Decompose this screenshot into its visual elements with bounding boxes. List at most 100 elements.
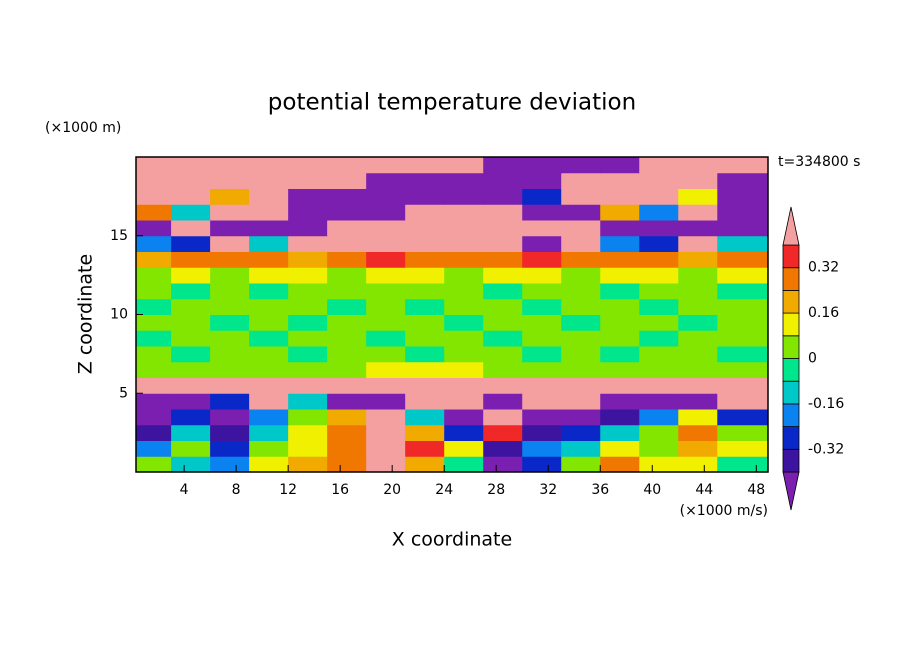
contour-cell [366, 330, 406, 347]
contour-cell [366, 346, 406, 363]
contour-cell [444, 440, 484, 457]
contour-cell [717, 393, 768, 410]
contour-cell [366, 456, 406, 472]
contour-cell [405, 267, 445, 284]
contour-cell [444, 204, 484, 221]
contour-cell [249, 283, 289, 300]
colorbar-segment [782, 312, 800, 337]
contour-cell [210, 251, 250, 268]
contour-cell [327, 220, 367, 237]
contour-cell [600, 393, 640, 410]
contour-cell [522, 377, 562, 394]
contour-cell [136, 314, 172, 331]
contour-cell [444, 220, 484, 237]
contour-cell [327, 251, 367, 268]
contour-cell [483, 157, 523, 174]
contour-cell [522, 409, 562, 426]
contour-cell [210, 440, 250, 457]
contour-cell [136, 346, 172, 363]
contour-cell [444, 330, 484, 347]
contour-cell [327, 188, 367, 205]
contour-cell [249, 393, 289, 410]
contour-cell [639, 424, 679, 441]
contour-cell [717, 440, 768, 457]
contour-cell [678, 361, 718, 378]
contour-cell [327, 235, 367, 252]
colorbar-segment [782, 335, 800, 359]
contour-cell [717, 361, 768, 378]
contour-cell [210, 424, 250, 441]
contour-cell [210, 377, 250, 394]
contour-cell [171, 424, 211, 441]
contour-cell [717, 314, 768, 331]
contour-cell [522, 298, 562, 315]
contour-cell [678, 283, 718, 300]
contour-cell [483, 456, 523, 472]
contour-cell [136, 298, 172, 315]
contour-cell [249, 456, 289, 472]
contour-cell [522, 283, 562, 300]
contour-cell [522, 251, 562, 268]
contour-cell [639, 298, 679, 315]
contour-cell [444, 424, 484, 441]
contour-cell [288, 172, 328, 189]
contour-cell [717, 409, 768, 426]
contour-cell [600, 298, 640, 315]
contour-cell [678, 409, 718, 426]
contour-cell [678, 393, 718, 410]
x-tick-label: 12 [279, 482, 297, 498]
contour-cell [444, 456, 484, 472]
contour-cell [483, 283, 523, 300]
contour-cell [639, 377, 679, 394]
contour-cell [249, 440, 289, 457]
contour-cell [561, 440, 601, 457]
contour-cell [639, 314, 679, 331]
contour-cell [327, 346, 367, 363]
contour-cell [639, 251, 679, 268]
contour-cell [522, 172, 562, 189]
contour-cell [327, 330, 367, 347]
contour-cell [136, 267, 172, 284]
contour-cell [288, 456, 328, 472]
contour-cell [136, 393, 172, 410]
colorbar-label: 0.32 [808, 260, 839, 276]
contour-cell [678, 172, 718, 189]
contour-cell [561, 220, 601, 237]
contour-cell [327, 283, 367, 300]
contour-cell [678, 235, 718, 252]
contour-cell [136, 204, 172, 221]
contour-cell [444, 314, 484, 331]
contour-cell [249, 204, 289, 221]
contour-cell [249, 267, 289, 284]
contour-cell [171, 188, 211, 205]
colorbar-label: -0.32 [808, 441, 844, 457]
contour-cell [522, 267, 562, 284]
contour-cell [210, 393, 250, 410]
contour-cell [600, 346, 640, 363]
contour-cell [366, 220, 406, 237]
contour-cell [522, 157, 562, 174]
contour-cell [717, 298, 768, 315]
contour-cell [600, 204, 640, 221]
contour-cell [210, 346, 250, 363]
contour-cell [678, 314, 718, 331]
contour-cell [600, 456, 640, 472]
contour-cell [678, 456, 718, 472]
contour-cell [678, 330, 718, 347]
contour-cell [171, 298, 211, 315]
contour-cell [483, 251, 523, 268]
contour-cell [288, 314, 328, 331]
contour-cell [483, 235, 523, 252]
contour-cell [483, 330, 523, 347]
contour-cell [366, 235, 406, 252]
contour-cell [639, 346, 679, 363]
contour-cell [600, 267, 640, 284]
colorbar-high [782, 206, 800, 246]
contour-cell [249, 220, 289, 237]
contour-cell [249, 235, 289, 252]
contour-cell [522, 235, 562, 252]
contour-cell [210, 456, 250, 472]
contour-cell [483, 409, 523, 426]
contour-cell [327, 409, 367, 426]
colorbar-label: -0.16 [808, 396, 844, 412]
